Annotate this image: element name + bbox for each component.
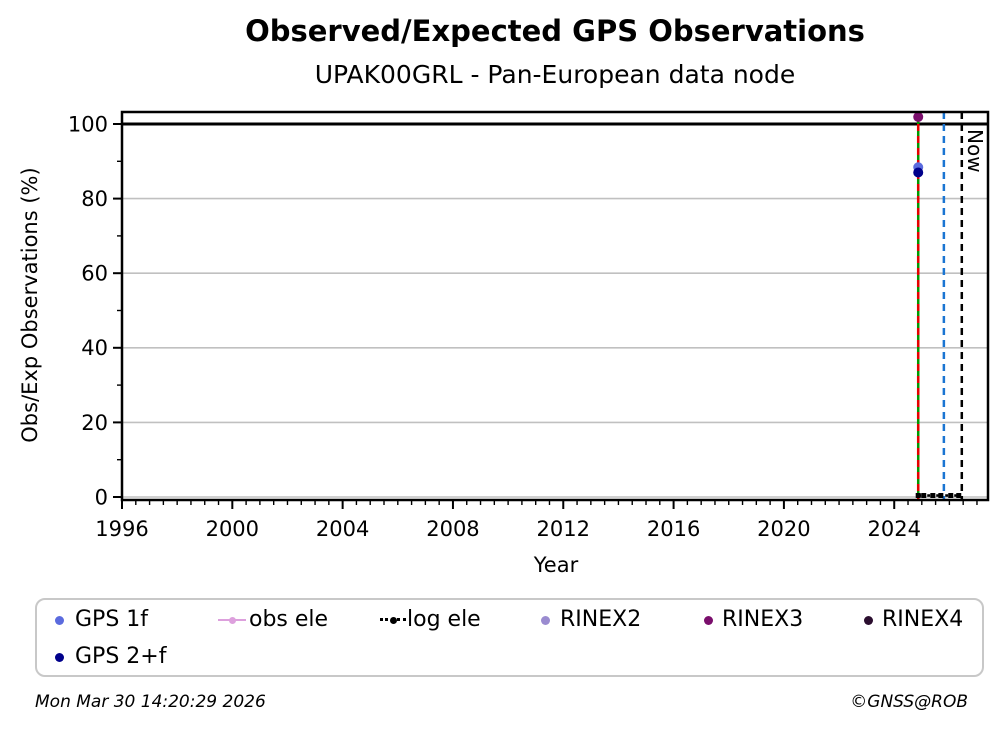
- y-axis-label: Obs/Exp Observations (%): [18, 167, 42, 443]
- copyright-label: ©GNSS@ROB: [850, 692, 968, 712]
- point-log-ele: [938, 493, 944, 499]
- y-tick-label: 40: [81, 336, 108, 360]
- x-tick-label: 2000: [206, 517, 259, 541]
- point-log-ele: [948, 493, 954, 499]
- x-tick-label: 2024: [868, 517, 921, 541]
- point-rinex3: [913, 111, 924, 122]
- x-tick-label: 2012: [537, 517, 590, 541]
- legend-marker-rinex3: [703, 615, 713, 625]
- legend-marker-obs-ele: [228, 616, 236, 624]
- now-label: Now: [963, 129, 987, 173]
- x-axis-label: Year: [533, 553, 579, 577]
- y-tick-label: 80: [81, 187, 108, 211]
- point-log-ele: [915, 493, 921, 499]
- legend-label-rinex3: RINEX3: [722, 607, 804, 632]
- x-tick-label: 2016: [647, 517, 700, 541]
- legend-marker-gps-1f: [54, 615, 64, 625]
- legend-label-log-ele: log ele: [407, 607, 481, 632]
- plot-frame: [120, 110, 990, 502]
- point-log-ele: [930, 493, 936, 499]
- x-tick-label: 2008: [426, 517, 479, 541]
- point-gps-2-f: [913, 167, 924, 178]
- x-tick-label: 2020: [757, 517, 810, 541]
- point-log-ele: [921, 493, 927, 499]
- legend-label-obs-ele: obs ele: [249, 607, 329, 632]
- legend-marker-rinex2: [540, 615, 550, 625]
- y-tick-label: 0: [95, 485, 108, 509]
- legend-label-gps-2-f: GPS 2+f: [75, 644, 167, 669]
- y-tick-label: 60: [81, 262, 108, 286]
- chart-subtitle: UPAK00GRL - Pan-European data node: [314, 60, 796, 89]
- y-tick-label: 20: [81, 411, 108, 435]
- plot-area: 0 20 40 60 80 100 1996 2000 2004 2008 2012 2016 2020…: [68, 110, 990, 541]
- point-log-ele: [956, 493, 962, 499]
- y-tick-label: 100: [68, 112, 108, 136]
- legend: GPS 1f obs ele log ele RINEX2 RINEX3 RINEX4 GP…: [35, 598, 984, 677]
- x-tick-label: 2004: [316, 517, 369, 541]
- plot-timestamp: Mon Mar 30 14:20:29 2026: [35, 692, 266, 712]
- legend-label-rinex2: RINEX2: [560, 607, 642, 632]
- legend-marker-rinex4: [863, 615, 873, 625]
- legend-marker-log-ele: [389, 616, 397, 624]
- legend-marker-gps-2-f: [54, 652, 64, 662]
- chart-title: Observed/Expected GPS Observations: [245, 14, 865, 48]
- legend-label-gps-1f: GPS 1f: [75, 607, 149, 632]
- legend-label-rinex4: RINEX4: [882, 607, 964, 632]
- x-tick-label: 1996: [95, 517, 148, 541]
